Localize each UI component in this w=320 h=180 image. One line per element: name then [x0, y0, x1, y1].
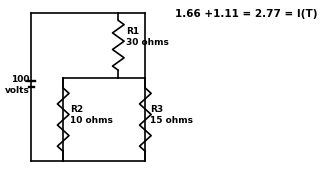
Text: 100
volts: 100 volts [4, 75, 29, 95]
Text: R1
30 ohms: R1 30 ohms [126, 27, 169, 48]
Text: 1.66 +1.11 = 2.77 = I(T): 1.66 +1.11 = 2.77 = I(T) [175, 9, 317, 19]
Text: R2
10 ohms: R2 10 ohms [70, 105, 113, 125]
Text: R3
15 ohms: R3 15 ohms [150, 105, 193, 125]
